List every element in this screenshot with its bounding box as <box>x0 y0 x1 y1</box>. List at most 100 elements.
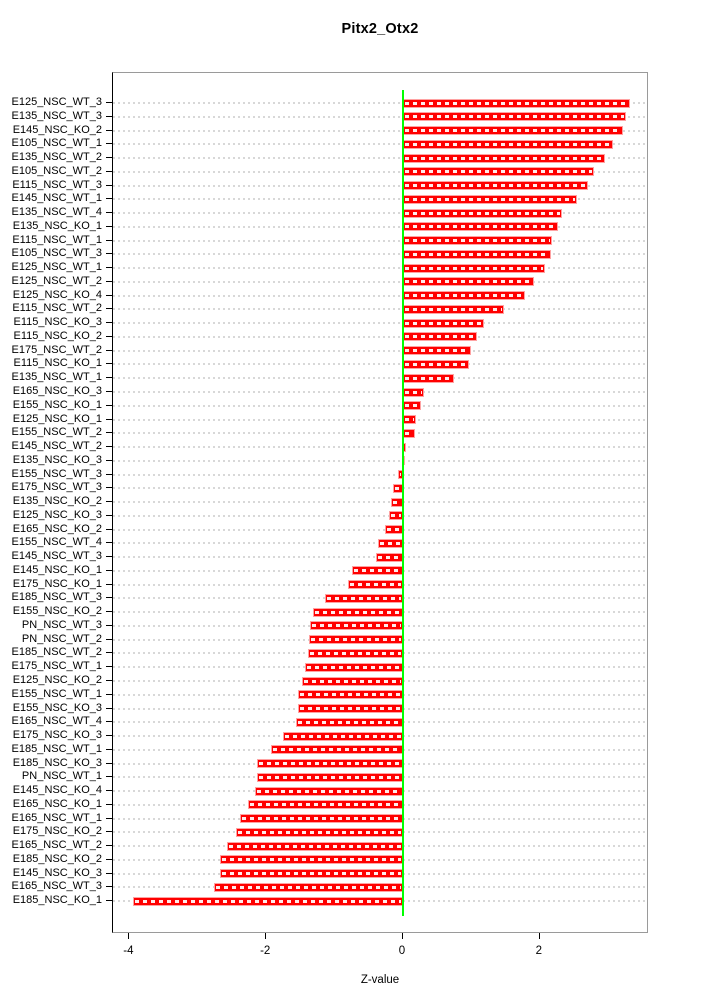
y-axis-label: E185_NSC_KO_3 <box>12 756 102 769</box>
y-axis-label: E165_NSC_WT_2 <box>11 839 103 852</box>
y-axis-tick <box>106 583 112 585</box>
bar-shading <box>387 528 401 532</box>
y-axis-tick <box>106 624 112 626</box>
bar-shading <box>405 404 419 408</box>
bar-E125_NSC_KO_2 <box>302 676 403 686</box>
y-axis-tick <box>106 900 112 902</box>
y-axis-label: E135_NSC_KO_2 <box>12 495 102 508</box>
bar-E125_NSC_WT_3 <box>403 98 631 108</box>
bar-shading <box>405 335 475 339</box>
y-axis-tick <box>106 432 112 434</box>
y-axis-label: E115_NSC_KO_3 <box>13 316 102 329</box>
y-axis-label: E165_NSC_KO_1 <box>12 797 102 810</box>
y-axis-label: PN_NSC_WT_1 <box>21 770 102 783</box>
y-axis-tick <box>106 638 112 640</box>
bar-PN_NSC_WT_2 <box>309 635 403 645</box>
bar-shading <box>350 583 401 587</box>
bar-shading <box>405 294 523 298</box>
bar-E145_NSC_KO_4 <box>255 786 403 796</box>
bar-shading <box>405 321 482 325</box>
category-gridline <box>113 501 647 504</box>
bar-E125_NSC_WT_1 <box>403 263 546 273</box>
y-axis-tick <box>106 542 112 544</box>
y-axis-label: E175_NSC_KO_1 <box>12 577 102 590</box>
category-gridline <box>113 446 647 449</box>
category-gridline <box>113 280 647 283</box>
y-axis-label: E135_NSC_WT_4 <box>11 206 103 219</box>
y-axis-label: E185_NSC_KO_1 <box>12 894 102 907</box>
bar-shading <box>405 184 586 188</box>
y-axis-label: E135_NSC_WT_3 <box>11 109 103 122</box>
y-axis-label: E165_NSC_KO_3 <box>12 385 102 397</box>
bar-shading <box>405 197 576 201</box>
bar-shading <box>311 624 401 628</box>
y-axis-label: E125_NSC_KO_4 <box>12 288 102 301</box>
bar-E165_NSC_KO_2 <box>385 525 403 535</box>
y-axis-label: E165_NSC_WT_1 <box>11 811 103 824</box>
bar-E155_NSC_KO_2 <box>313 607 403 617</box>
y-axis-label: E125_NSC_KO_2 <box>12 674 102 686</box>
y-axis-tick <box>106 501 112 503</box>
y-axis-label: PN_NSC_WT_3 <box>21 618 102 631</box>
bar-shading <box>378 555 401 559</box>
y-axis-label: E165_NSC_WT_4 <box>11 715 103 728</box>
y-axis-label: E115_NSC_WT_3 <box>12 178 102 191</box>
y-axis-label: E135_NSC_WT_1 <box>11 371 103 384</box>
category-gridline <box>113 473 647 476</box>
bar-E135_NSC_WT_2 <box>403 153 606 163</box>
y-axis-tick <box>106 721 112 723</box>
x-axis-tick-label: -4 <box>123 945 134 957</box>
bar-E155_NSC_KO_1 <box>403 401 421 411</box>
y-axis-tick <box>106 239 112 241</box>
y-axis-label: E155_NSC_WT_1 <box>11 687 103 700</box>
category-gridline <box>113 225 647 228</box>
category-gridline <box>113 184 647 187</box>
bar-shading <box>299 707 401 711</box>
y-axis-tick <box>106 776 112 778</box>
bar-E135_NSC_WT_1 <box>403 373 455 383</box>
y-axis-tick <box>106 184 112 186</box>
bar-shading <box>309 651 401 655</box>
bar-E175_NSC_KO_2 <box>236 827 403 837</box>
bar-E125_NSC_KO_4 <box>403 291 525 301</box>
y-axis-label: E185_NSC_WT_3 <box>11 591 103 604</box>
y-axis-tick <box>106 858 112 860</box>
bar-E145_NSC_WT_3 <box>376 552 403 562</box>
y-axis-tick <box>106 680 112 681</box>
y-axis-label: E145_NSC_KO_4 <box>12 784 102 797</box>
y-axis-tick <box>106 198 112 200</box>
y-axis-label: E175_NSC_WT_3 <box>11 481 103 494</box>
bar-PN_NSC_WT_3 <box>309 621 403 631</box>
bar-shading <box>242 817 401 821</box>
y-axis-label: E165_NSC_WT_3 <box>11 880 103 893</box>
bar-E115_NSC_WT_1 <box>403 236 553 246</box>
bar-shading <box>405 376 453 380</box>
category-gridline <box>113 514 647 517</box>
bar-E165_NSC_WT_2 <box>226 841 403 851</box>
bar-shading <box>272 748 401 752</box>
y-axis-tick <box>106 514 112 516</box>
y-axis-label: E105_NSC_WT_3 <box>11 247 103 260</box>
bar-shading <box>284 734 401 738</box>
category-gridline <box>113 377 647 380</box>
y-axis-tick <box>106 225 112 227</box>
bar-E125_NSC_KO_3 <box>388 511 403 521</box>
y-axis-tick <box>106 556 112 558</box>
y-axis-tick <box>106 377 112 379</box>
bar-E165_NSC_WT_3 <box>214 882 403 892</box>
category-gridline <box>113 459 647 462</box>
bar-E175_NSC_WT_2 <box>403 346 471 356</box>
y-axis-tick <box>106 872 112 874</box>
y-axis-label: E145_NSC_WT_3 <box>11 550 103 563</box>
category-gridline <box>113 487 647 490</box>
bar-shading <box>390 514 401 518</box>
bar-shading <box>405 239 551 243</box>
bar-shading <box>405 280 533 284</box>
plot-box <box>112 72 648 933</box>
bar-E115_NSC_WT_2 <box>403 304 505 314</box>
y-axis-label: E145_NSC_KO_3 <box>12 866 102 879</box>
x-axis-tick <box>402 933 403 939</box>
bar-E145_NSC_WT_1 <box>403 194 578 204</box>
bar-E105_NSC_WT_3 <box>403 249 552 259</box>
bar-shading <box>405 362 468 366</box>
